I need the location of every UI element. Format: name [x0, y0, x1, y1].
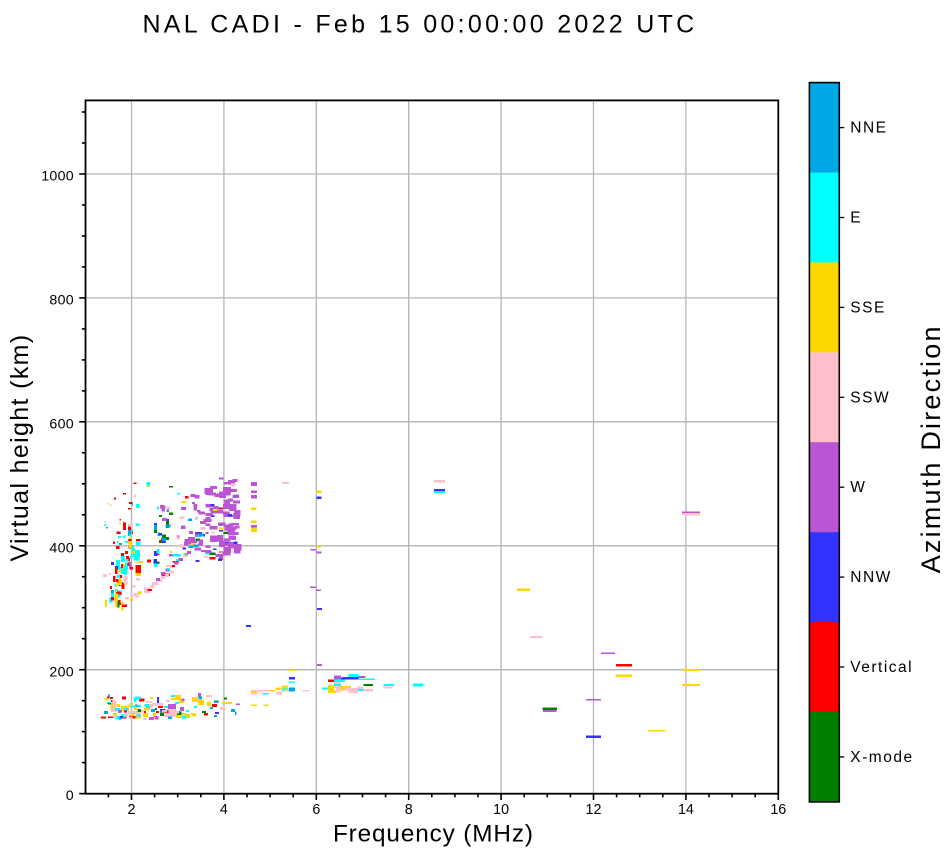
svg-text:12: 12 [586, 802, 602, 818]
svg-text:SSE: SSE [850, 299, 886, 316]
svg-text:Vertical: Vertical [850, 659, 913, 676]
svg-text:W: W [850, 479, 866, 496]
svg-text:4: 4 [220, 802, 228, 818]
svg-text:0: 0 [66, 788, 74, 804]
svg-text:NNE: NNE [850, 120, 887, 137]
svg-text:400: 400 [49, 540, 74, 556]
svg-text:10: 10 [493, 802, 509, 818]
svg-text:8: 8 [405, 802, 413, 818]
svg-text:NAL CADI - Feb 15 00:00:00 202: NAL CADI - Feb 15 00:00:00 2022 UTC [142, 10, 697, 38]
svg-text:1000: 1000 [41, 169, 74, 185]
svg-text:Azimuth Direction: Azimuth Direction [916, 324, 946, 573]
svg-text:Virtual height (km): Virtual height (km) [6, 333, 34, 561]
svg-text:200: 200 [49, 664, 74, 680]
svg-text:16: 16 [770, 802, 786, 818]
svg-text:Frequency (MHz): Frequency (MHz) [333, 821, 534, 848]
svg-text:6: 6 [312, 802, 320, 818]
svg-text:800: 800 [49, 293, 74, 309]
svg-text:14: 14 [678, 802, 694, 818]
svg-text:NNW: NNW [850, 569, 892, 586]
svg-text:E: E [850, 210, 862, 227]
svg-text:SSW: SSW [850, 389, 890, 406]
svg-text:2: 2 [128, 802, 136, 818]
svg-text:X-mode: X-mode [850, 749, 913, 766]
svg-text:600: 600 [49, 416, 74, 432]
